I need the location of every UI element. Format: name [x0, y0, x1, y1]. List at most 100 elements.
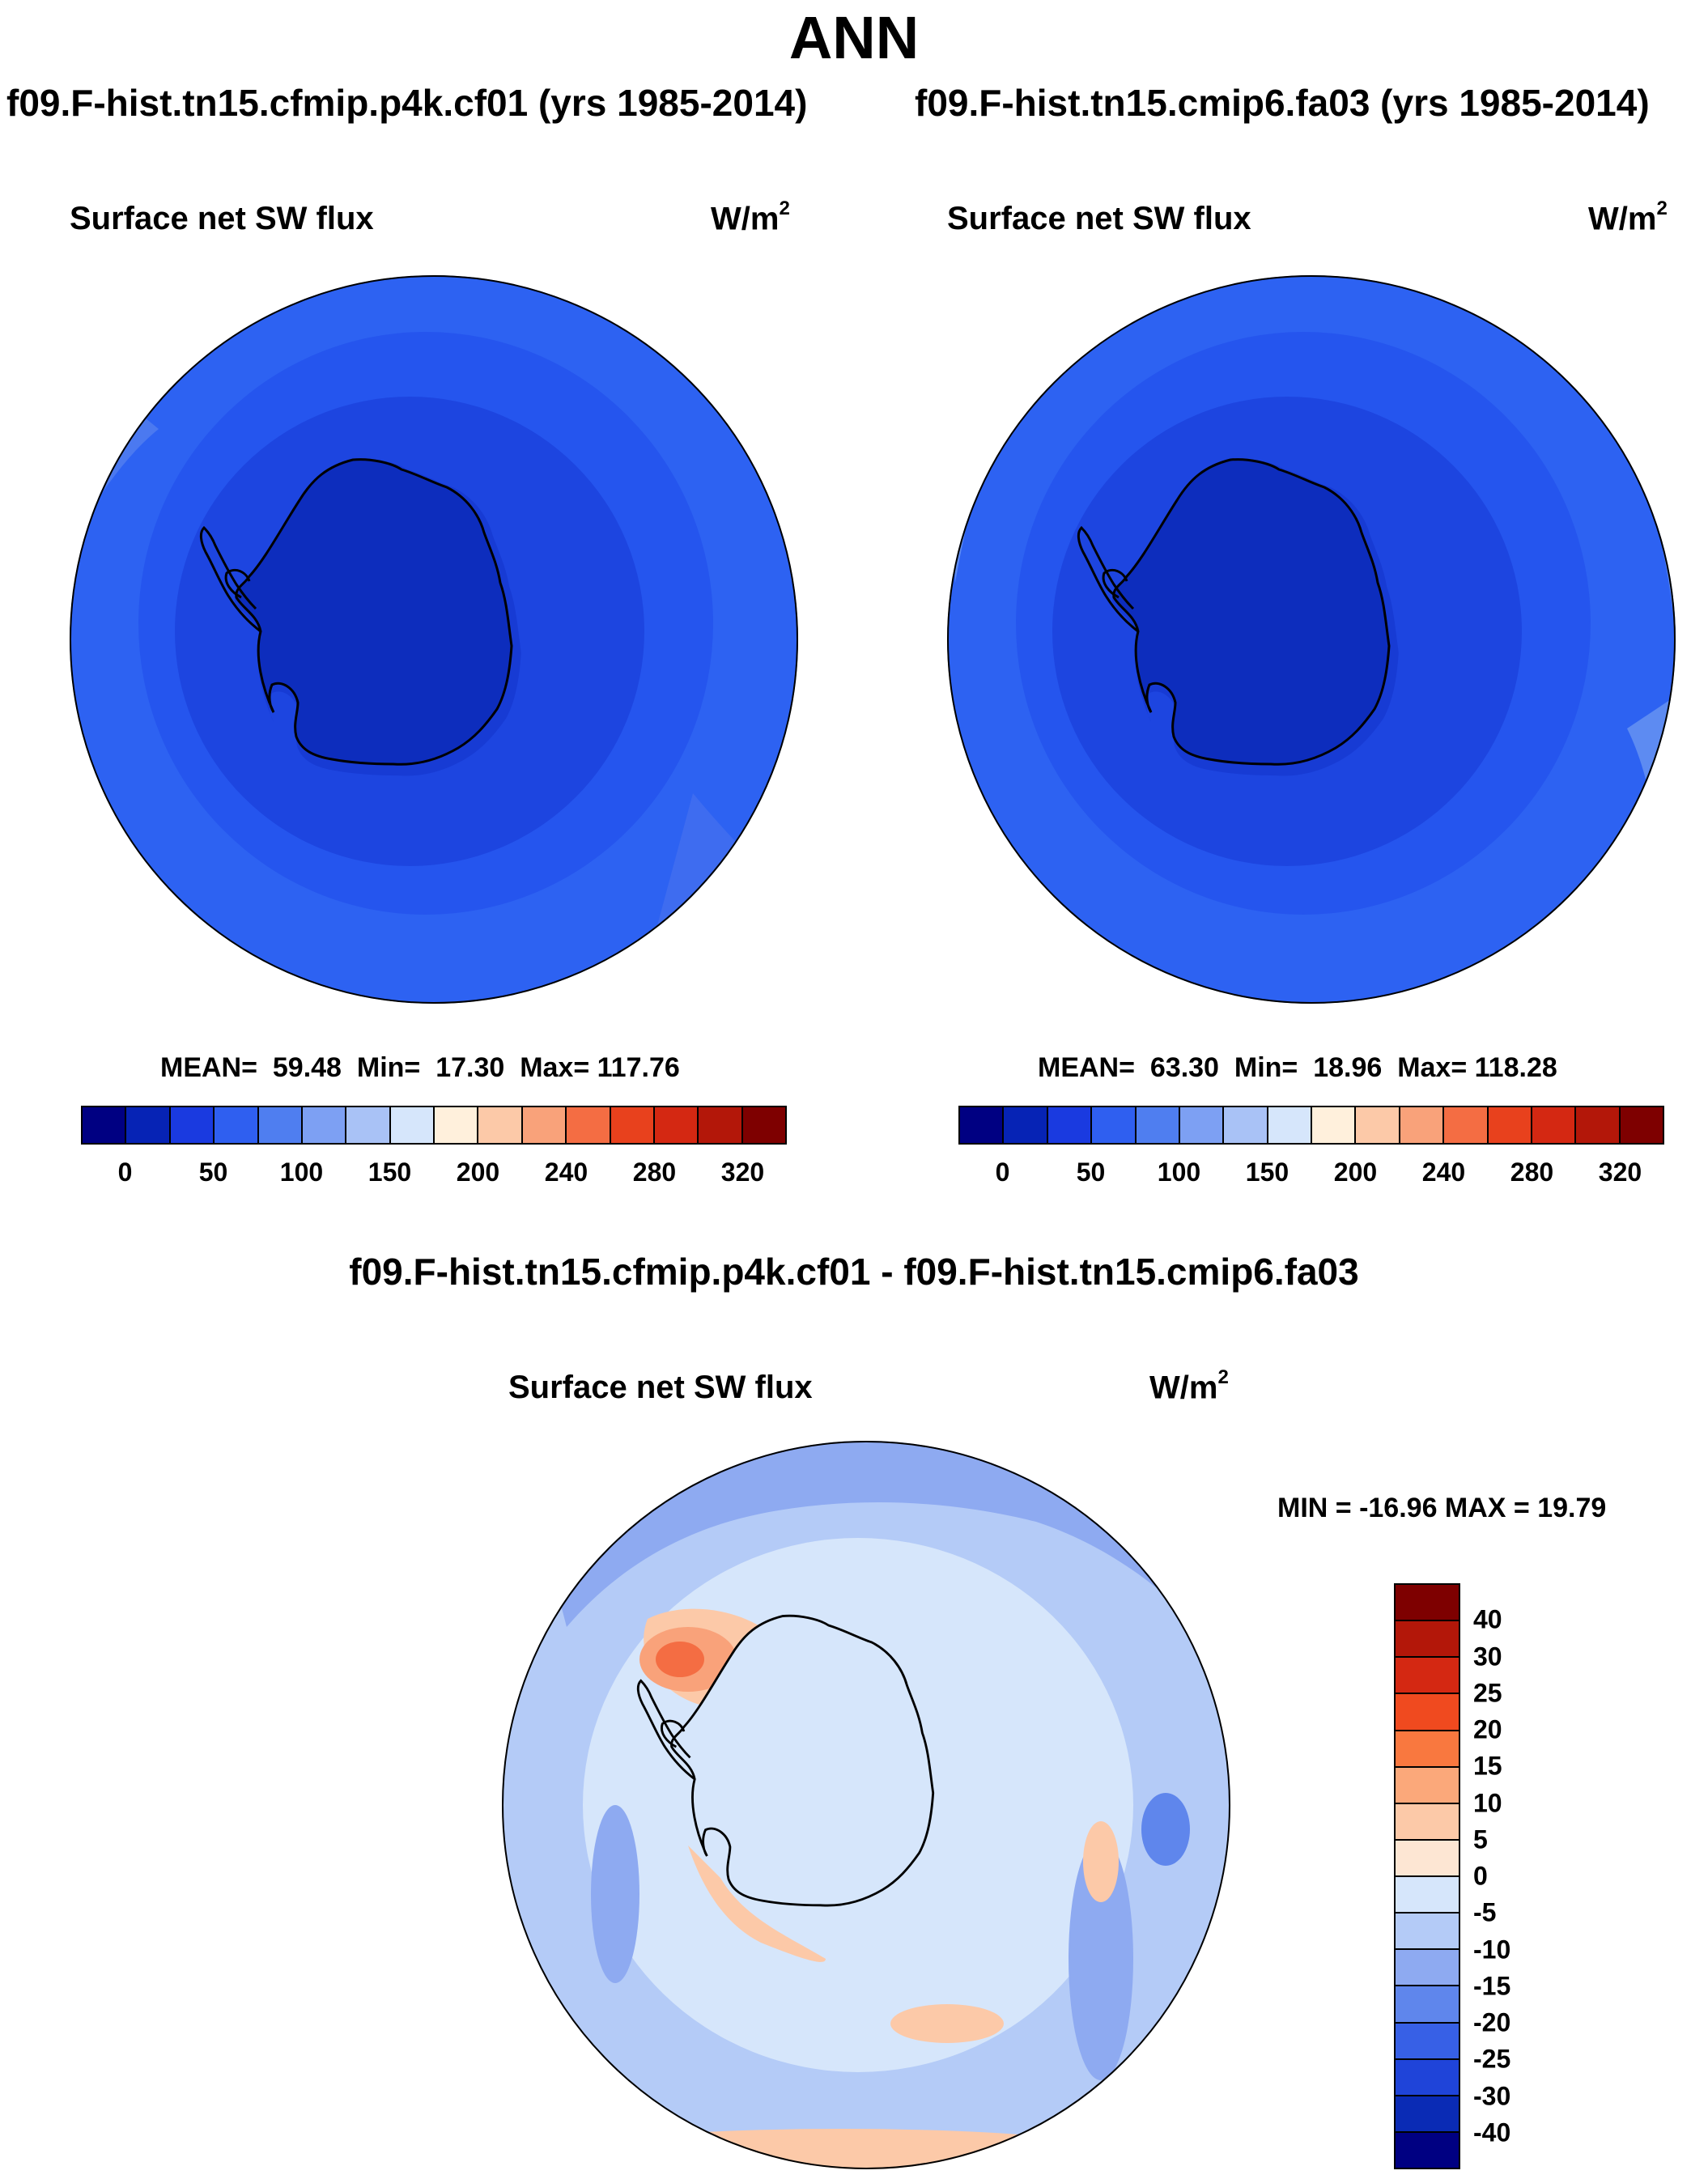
- panel3-variable-title: Surface net SW flux: [508, 1370, 813, 1405]
- colorbar-cell: [83, 1107, 125, 1143]
- colorbar-cell: [1396, 2130, 1459, 2168]
- colorbar-cell: [1178, 1107, 1223, 1143]
- colorbar-cell: [1398, 1107, 1443, 1143]
- positive-patch: [656, 1642, 704, 1677]
- colorbar-tick-label: -30: [1473, 2081, 1511, 2110]
- peninsula-coastline: [199, 525, 261, 633]
- colorbar-cell: [565, 1107, 610, 1143]
- colorbar-cell: [1134, 1107, 1179, 1143]
- colorbar-tick-label: 240: [1421, 1157, 1466, 1187]
- panel1-units: W/m2: [711, 198, 790, 237]
- colorbar-cell: [609, 1107, 653, 1143]
- panel1-colorbar-labels: 0 50 100 150 200 240 280 320: [81, 1157, 787, 1190]
- colorbar-tick-label: 280: [1510, 1157, 1554, 1187]
- map-boundary: [502, 1441, 1230, 2169]
- colorbar-cell: [741, 1107, 785, 1143]
- antarctica-field: [1113, 459, 1389, 765]
- colorbar-cell: [1486, 1107, 1531, 1143]
- panel3-run-title: f09.F-hist.tn15.cfmip.p4k.cf01 - f09.F-h…: [349, 1251, 1359, 1293]
- negative-band: [518, 1441, 1214, 1643]
- colorbar-cell: [1396, 1875, 1459, 1913]
- positive-band: [567, 2129, 1117, 2169]
- colorbar-tick-label: 40: [1473, 1604, 1502, 1634]
- colorbar-tick-label: 100: [1157, 1157, 1201, 1187]
- colorbar-cell: [168, 1107, 214, 1143]
- antarctica-coastline: [670, 1614, 935, 1907]
- colorbar-cell: [1618, 1107, 1663, 1143]
- colorbar-cell: [1530, 1107, 1575, 1143]
- panel2-units: W/m2: [1588, 198, 1668, 237]
- negative-patch: [1141, 1793, 1190, 1866]
- colorbar-tick-label: -25: [1473, 2044, 1511, 2074]
- colorbar-tick-label: 150: [1245, 1157, 1289, 1187]
- panel2-colorbar-labels: 0 50 100 150 200 240 280 320: [958, 1157, 1664, 1190]
- colorbar-tick-label: -5: [1473, 1897, 1497, 1927]
- panel3-polar-map: [502, 1441, 1230, 2169]
- colorbar-cell: [257, 1107, 301, 1143]
- panel3-stats: MIN = -16.96 MAX = 19.79: [1277, 1493, 1607, 1523]
- colorbar-cell: [389, 1107, 433, 1143]
- antarctica-coastline: [235, 458, 513, 766]
- colorbar-tick-label: 100: [279, 1157, 324, 1187]
- colorbar-cell: [697, 1107, 741, 1143]
- colorbar-cell: [1396, 1729, 1459, 1766]
- colorbar-cell: [345, 1107, 389, 1143]
- colorbar-tick-label: 0: [117, 1157, 133, 1187]
- colorbar-tick-label: 5: [1473, 1824, 1488, 1854]
- positive-patch: [688, 1846, 826, 1962]
- colorbar-cell: [1046, 1107, 1091, 1143]
- colorbar-cell: [1396, 1985, 1459, 2022]
- panel1-colorbar: [81, 1106, 787, 1145]
- panel2-run-title: f09.F-hist.tn15.cmip6.fa03 (yrs 1985-201…: [915, 82, 1650, 124]
- colorbar-cell: [1396, 1656, 1459, 1693]
- map-field: [947, 275, 1676, 1004]
- colorbar-cell: [1396, 1912, 1459, 1949]
- colorbar-tick-label: 320: [720, 1157, 765, 1187]
- map-boundary: [70, 275, 798, 1004]
- colorbar-tick-label: 200: [1333, 1157, 1378, 1187]
- colorbar-cell: [1396, 2021, 1459, 2058]
- colorbar-cell: [125, 1107, 169, 1143]
- colorbar-tick-label: 50: [198, 1157, 228, 1187]
- ice-shelf-coastline: [1102, 568, 1128, 599]
- panel2-polar-map: [947, 275, 1676, 1004]
- colorbar-tick-label: 150: [368, 1157, 412, 1187]
- positive-patch: [1083, 1821, 1119, 1902]
- colorbar-cell: [1222, 1107, 1267, 1143]
- ice-shelf-coastline: [224, 568, 251, 599]
- colorbar-cell: [1354, 1107, 1399, 1143]
- colorbar-tick-label: 30: [1473, 1642, 1502, 1671]
- negative-patch: [1069, 1837, 1133, 2080]
- colorbar-tick-label: 10: [1473, 1788, 1502, 1817]
- peninsula-coastline: [636, 1679, 696, 1781]
- colorbar-tick-label: -15: [1473, 1971, 1511, 2001]
- colorbar-tick-label: 15: [1473, 1751, 1502, 1781]
- colorbar-cell: [1311, 1107, 1355, 1143]
- colorbar-cell: [1396, 1802, 1459, 1839]
- colorbar-cell: [1574, 1107, 1619, 1143]
- colorbar-tick-label: 200: [456, 1157, 500, 1187]
- map-field: [70, 275, 798, 1004]
- panel1-polar-map: [70, 275, 798, 1004]
- colorbar-cell: [520, 1107, 566, 1143]
- panel1-run-title: f09.F-hist.tn15.cfmip.p4k.cf01 (yrs 1985…: [6, 82, 808, 124]
- map-boundary: [947, 275, 1676, 1004]
- colorbar-cell: [1396, 1693, 1459, 1730]
- colorbar-cell: [1396, 1838, 1459, 1875]
- panel2-stats: MEAN= 63.30 Min= 18.96 Max= 118.28: [1038, 1052, 1557, 1083]
- peninsula-coastline: [1077, 525, 1139, 633]
- panel1-variable-title: Surface net SW flux: [70, 201, 374, 236]
- ice-shelf-coastline: [661, 1719, 686, 1748]
- antarctica-field: [671, 1616, 933, 1906]
- colorbar-tick-label: 50: [1076, 1157, 1106, 1187]
- colorbar-cell: [960, 1107, 1003, 1143]
- panel2-variable-title: Surface net SW flux: [947, 201, 1251, 236]
- colorbar-cell: [1002, 1107, 1047, 1143]
- colorbar-tick-label: 0: [1473, 1861, 1488, 1891]
- light-band: [1627, 696, 1676, 1004]
- colorbar-tick-label: 240: [544, 1157, 588, 1187]
- colorbar-tick-label: 0: [995, 1157, 1010, 1187]
- positive-patch: [890, 2004, 1004, 2043]
- colorbar-cell: [1442, 1107, 1487, 1143]
- colorbar-cell: [477, 1107, 521, 1143]
